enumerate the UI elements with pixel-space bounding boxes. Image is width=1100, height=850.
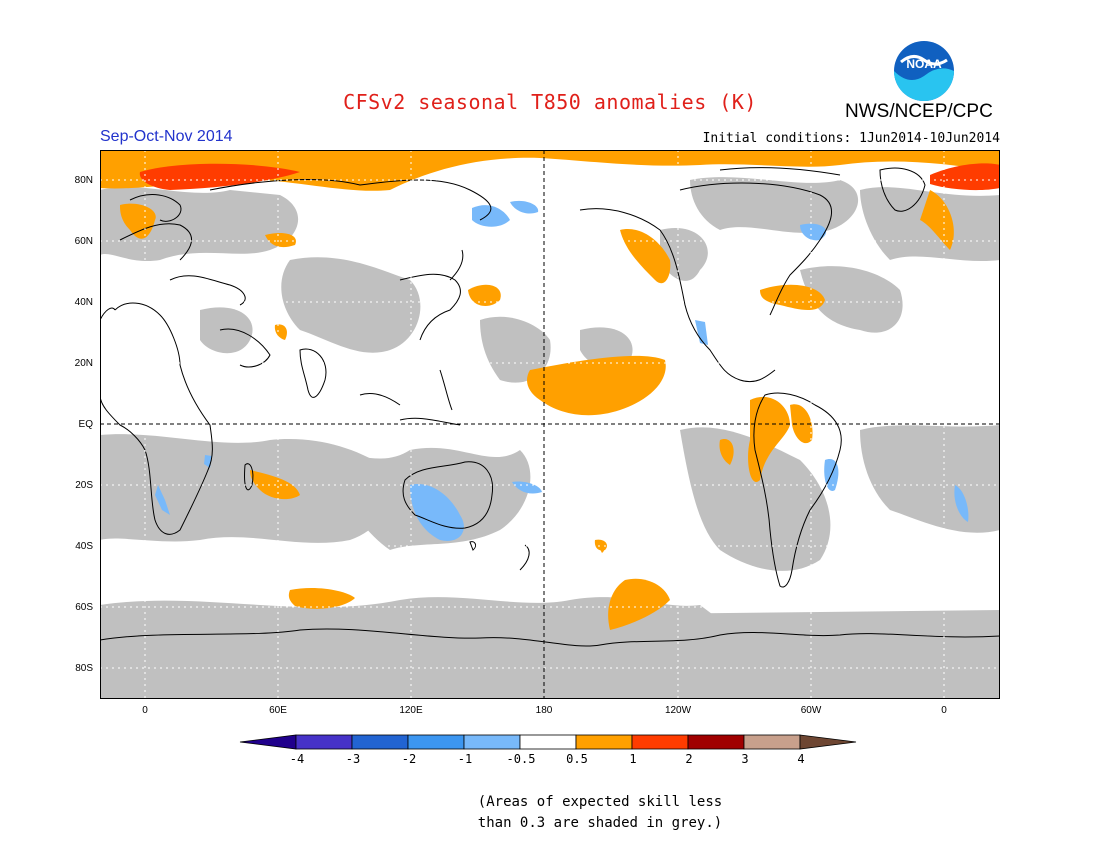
legend-label: -4	[289, 752, 305, 766]
footnote-line: (Areas of expected skill less	[477, 794, 723, 810]
legend-swatch	[631, 734, 689, 750]
lon-label: 120W	[664, 705, 692, 716]
lon-label: 180	[535, 705, 553, 716]
lat-label: 60S	[75, 602, 93, 613]
anomaly-map	[100, 150, 1000, 699]
legend-swatch	[295, 734, 353, 750]
positive-anomalies	[100, 150, 1000, 630]
lat-label: 60N	[74, 236, 93, 247]
legend-label: 1	[629, 752, 637, 766]
legend-label: 3	[741, 752, 749, 766]
map-frame	[100, 150, 1000, 699]
legend-swatch	[463, 734, 521, 750]
footnote-line: than 0.3 are shaded in grey.)	[477, 815, 723, 831]
legend-label: -3	[345, 752, 361, 766]
legend-swatch	[575, 734, 633, 750]
lat-label: EQ	[78, 419, 93, 430]
legend-label: -0.5	[506, 752, 536, 766]
lat-label: 40S	[75, 541, 93, 552]
legend-label: 0.5	[566, 752, 588, 766]
period-label: Sep-Oct-Nov 2014	[100, 128, 233, 145]
noaa-logo: NOAA	[893, 40, 955, 102]
graticule	[100, 150, 1000, 699]
agency-label: NWS/NCEP/CPC	[845, 101, 993, 122]
strong-positive-anomalies	[139, 163, 1000, 191]
coastlines	[100, 167, 1000, 647]
skill-footnote: (Areas of expected skill less than 0.3 a…	[440, 792, 760, 834]
legend-label: -2	[401, 752, 417, 766]
legend-label: 2	[685, 752, 693, 766]
initial-conditions-label: Initial conditions: 1Jun2014-10Jun2014	[702, 131, 1000, 146]
legend-swatch	[743, 734, 801, 750]
color-legend	[239, 734, 857, 750]
lon-label: 60E	[269, 705, 287, 716]
legend-swatch	[799, 734, 857, 750]
legend-swatch	[687, 734, 745, 750]
legend-swatch	[519, 734, 577, 750]
legend-label: 4	[797, 752, 805, 766]
negative-anomalies	[155, 200, 969, 541]
lon-label: 60W	[800, 705, 822, 716]
legend-swatch	[407, 734, 465, 750]
legend-swatch	[351, 734, 409, 750]
lon-label: 0	[941, 705, 947, 716]
lon-label: 120E	[399, 705, 423, 716]
legend-label: -1	[457, 752, 473, 766]
lat-label: 80N	[74, 175, 93, 186]
lat-label: 20N	[74, 358, 93, 369]
chart-title: CFSv2 seasonal T850 anomalies (K)	[343, 90, 757, 114]
lat-label: 80S	[75, 663, 93, 674]
logo-text: NOAA	[906, 57, 942, 71]
lon-label: 0	[142, 705, 148, 716]
legend-swatch	[239, 734, 297, 750]
lat-label: 20S	[75, 480, 93, 491]
lat-label: 40N	[74, 297, 93, 308]
